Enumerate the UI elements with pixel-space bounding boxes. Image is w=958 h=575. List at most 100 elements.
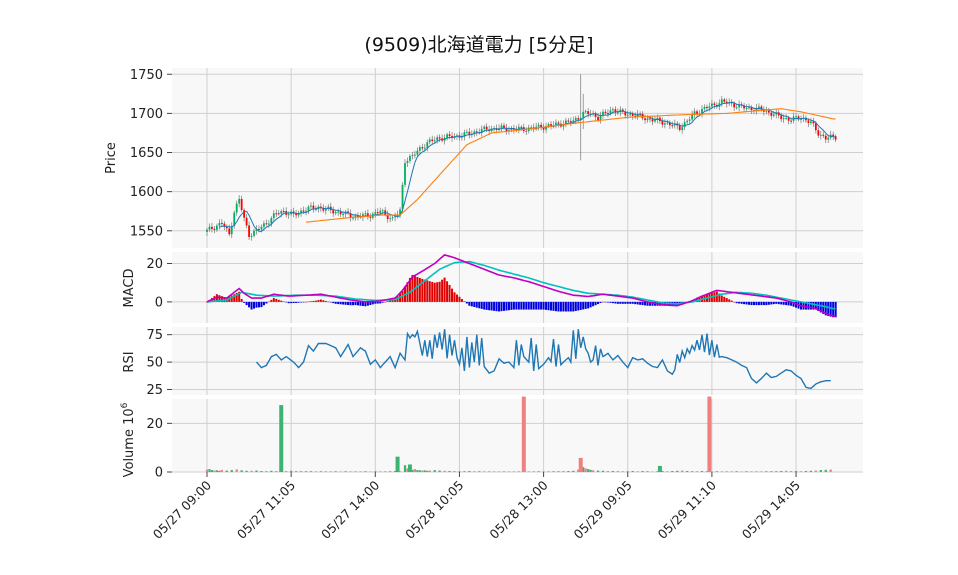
macd-histogram-bar [713,292,716,302]
macd-histogram-bar [767,301,770,305]
macd-histogram-bar [493,301,496,311]
volume-bar [354,471,357,472]
candle-body [426,142,429,148]
volume-bar [448,471,451,472]
macd-histogram-bar [631,301,634,304]
macd-histogram-bar [651,301,654,306]
candle-body [750,107,753,111]
macd-histogram-bar [478,301,481,309]
candle-body [577,118,580,120]
volume-bar [394,471,397,472]
candle-body [352,217,354,219]
volume-bar [270,470,273,472]
macd-histogram-bar [795,301,798,308]
xtick-label: 05/28 13:00 [486,477,550,541]
macd-axis-label: MACD [122,269,137,308]
macd-histogram-bar [809,301,812,310]
macd-histogram-bar [285,301,288,303]
candle-body [369,216,372,218]
volume-bar [809,470,812,472]
macd-histogram-bar [584,301,587,309]
candle-body [760,106,763,110]
macd-histogram-bar [577,301,580,311]
volume-bar [389,471,392,472]
macd-histogram-bar [322,300,325,302]
candle-body [649,118,651,120]
volume-bar [829,469,832,472]
candle-body [235,203,238,213]
candle-body [216,225,218,230]
macd-histogram-bar [636,301,639,305]
candle-body [671,125,674,127]
candle-body [785,117,788,119]
candle-body [713,103,716,105]
candle-body [503,125,505,128]
macd-histogram-bar [265,301,268,304]
macd-histogram-bar [832,301,835,318]
macd-histogram-bar [639,301,642,305]
candle-body [245,217,248,226]
volume-bar [433,470,436,472]
volume-bar [616,471,619,472]
macd-histogram-bar [220,296,223,302]
candle-body [584,111,587,113]
candle-body [337,211,340,213]
volume-bar [344,471,347,472]
volume-bar [463,471,466,472]
macd-histogram-bar [515,301,518,310]
candle-body [644,118,646,121]
xtick-label: 05/27 14:00 [318,477,382,541]
volume-axis-label: Volume 106 [120,402,137,477]
candle-body [406,160,409,164]
macd-histogram-bar [475,301,478,308]
macd-histogram-bar [743,301,746,305]
candle-body [624,111,627,116]
macd-histogram-bar [663,301,666,306]
macd-histogram-bar [297,301,300,303]
macd-histogram-bar [329,301,332,303]
price-axis-label: Price [104,142,119,174]
price-ytick-label: 1650 [130,146,163,161]
rsi-ytick-label: 75 [146,328,163,343]
macd-histogram-bar [480,301,483,309]
volume-spike-bar [578,457,583,472]
macd-histogram-bar [755,301,758,306]
candle-body [651,119,654,122]
candle-body [614,109,617,113]
macd-histogram-bar [441,279,444,302]
price-ytick-label: 1600 [130,185,163,200]
macd-histogram-bar [728,299,731,302]
candle-body [832,134,835,137]
macd-histogram-bar [550,301,553,311]
candle-body [389,218,392,220]
macd-histogram-bar [559,301,562,312]
volume-axis-label-base: Volume 10 [122,408,137,477]
macd-histogram-bar [344,301,347,305]
macd-histogram-bar [243,301,246,303]
volume-bar [646,471,649,472]
macd-histogram-bar [787,301,790,306]
macd-histogram-bar [498,301,501,312]
macd-histogram-bar [215,294,218,302]
volume-bar [517,471,520,472]
volume-bar [611,471,614,472]
candle-body [243,209,246,218]
volume-bar [636,471,639,472]
macd-histogram-bar [500,301,503,312]
macd-histogram-bar [522,301,525,310]
candle-body [795,116,797,118]
macd-histogram-bar [599,301,602,303]
macd-ytick-label: 20 [146,257,163,272]
macd-histogram-bar [520,301,523,310]
candle-body [381,210,384,212]
volume-bar [686,471,689,472]
candle-body [421,147,424,149]
volume-spike-bar [279,405,284,472]
candle-body [582,111,585,118]
macd-histogram-bar [245,301,248,306]
volume-bar [458,471,461,472]
candle-body [626,114,629,116]
volume-bar [285,471,288,472]
volume-bar [582,467,585,472]
macd-histogram-bar [592,301,595,307]
